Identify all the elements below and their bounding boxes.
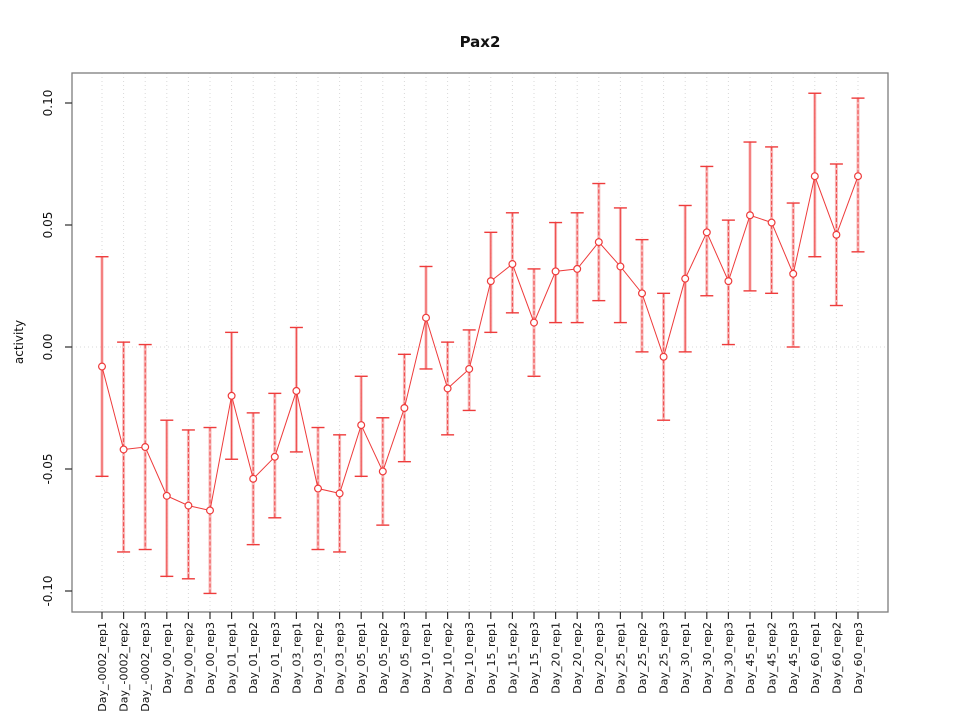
data-point-marker — [119, 445, 128, 454]
x-tick-label: Day_30_rep2 — [701, 622, 714, 694]
x-tick-label: Day_00_rep1 — [161, 622, 174, 694]
x-tick-label: Day_30_rep1 — [679, 622, 692, 694]
data-point-marker — [702, 228, 711, 237]
data-point-marker — [443, 384, 452, 393]
x-tick-label: Day_03_rep3 — [334, 622, 347, 694]
x-tick-label: Day_10_rep2 — [442, 622, 455, 694]
x-tick-label: Day_00_rep3 — [204, 622, 217, 694]
data-point-marker — [810, 172, 819, 181]
x-tick-label: Day_03_rep2 — [312, 622, 325, 694]
x-tick-label: Day_60_rep3 — [852, 622, 865, 694]
x-tick-label: Day_15_rep2 — [506, 622, 519, 694]
x-tick-label: Day_01_rep3 — [269, 622, 282, 694]
x-tick-label: Day_-0002_rep3 — [139, 622, 152, 712]
data-point-marker — [357, 421, 366, 430]
plot-box — [71, 72, 889, 613]
y-tick-label: 0.10 — [41, 90, 55, 117]
data-point-marker — [745, 211, 754, 220]
plot-area: 0.10 0.05 0.00 -0.05 -0.10 Day_-0002_rep1 Day_… — [41, 72, 889, 712]
data-point-marker — [616, 262, 625, 271]
x-tick-label: Day_05_rep1 — [355, 622, 368, 694]
y-tick-label: 0.00 — [41, 334, 55, 361]
x-tick-label: Day_15_rep1 — [485, 622, 498, 694]
y-tick-label: 0.05 — [41, 212, 55, 239]
data-point-marker — [378, 467, 387, 476]
data-point-marker — [292, 386, 301, 395]
x-tick-label: Day_20_rep3 — [593, 622, 606, 694]
data-point-marker — [422, 313, 431, 322]
chart-title: Pax2 — [460, 33, 501, 51]
data-point-marker — [551, 267, 560, 276]
x-tick-label: Day_15_rep3 — [528, 622, 541, 694]
x-tick-label: Day_25_rep2 — [636, 622, 649, 694]
x-tick-label: Day_05_rep2 — [377, 622, 390, 694]
x-tick-label: Day_60_rep2 — [830, 622, 843, 694]
data-point-marker — [594, 238, 603, 247]
x-tick-label: Day_10_rep3 — [463, 622, 476, 694]
x-tick-label: Day_25_rep3 — [658, 622, 671, 694]
x-tick-label: Day_01_rep2 — [247, 622, 260, 694]
data-point-marker — [465, 364, 474, 373]
data-point-marker — [97, 362, 106, 371]
x-tick-label: Day_45_rep3 — [787, 622, 800, 694]
x-tick-label: Day_-0002_rep2 — [118, 622, 131, 712]
x-tick-label: Day_45_rep1 — [744, 622, 757, 694]
data-point-marker — [335, 489, 344, 498]
data-point-marker — [162, 491, 171, 500]
y-axis-label: activity — [12, 320, 26, 364]
x-tick-label: Day_05_rep3 — [398, 622, 411, 694]
data-point-marker — [637, 289, 646, 298]
data-point-marker — [314, 484, 323, 493]
data-point-marker — [529, 318, 538, 327]
data-point-marker — [789, 269, 798, 278]
data-point-marker — [508, 260, 517, 269]
x-tick-label: Day_25_rep1 — [614, 622, 627, 694]
x-tick-label: Day_20_rep1 — [550, 622, 563, 694]
x-tick-label: Day_03_rep1 — [290, 622, 303, 694]
data-point-marker — [832, 230, 841, 239]
data-point-marker — [141, 443, 150, 452]
x-tick-label: Day_30_rep3 — [722, 622, 735, 694]
data-point-marker — [249, 474, 258, 483]
x-tick-label: Day_-0002_rep1 — [96, 622, 109, 712]
x-tick-label: Day_01_rep1 — [226, 622, 239, 694]
data-point-marker — [206, 506, 215, 515]
data-point-marker — [724, 277, 733, 286]
data-point-marker — [573, 264, 582, 273]
data-point-marker — [486, 277, 495, 286]
data-point-marker — [184, 501, 193, 510]
y-tick-label: -0.10 — [41, 575, 55, 606]
data-point-marker — [767, 218, 776, 227]
data-point-marker — [659, 352, 668, 361]
data-point-marker — [400, 404, 409, 413]
data-point-marker — [853, 172, 862, 181]
x-tick-label: Day_20_rep2 — [571, 622, 584, 694]
y-tick-label: -0.05 — [41, 453, 55, 484]
x-tick-label: Day_00_rep2 — [182, 622, 195, 694]
series-line — [101, 174, 859, 512]
x-tick-label: Day_10_rep1 — [420, 622, 433, 694]
x-tick-label: Day_60_rep1 — [809, 622, 822, 694]
data-point-marker — [681, 274, 690, 283]
x-tick-label: Day_45_rep2 — [766, 622, 779, 694]
data-point-marker — [270, 452, 279, 461]
data-point-marker — [227, 391, 236, 400]
